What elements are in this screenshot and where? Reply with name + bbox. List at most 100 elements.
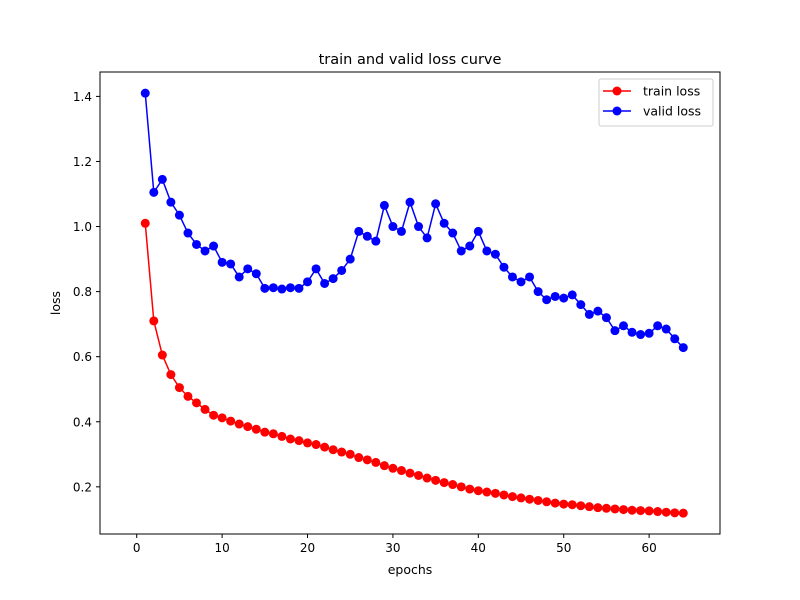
train-loss-point (371, 457, 381, 467)
train-loss-point (619, 505, 628, 515)
legend: train loss valid loss (598, 78, 714, 127)
train-loss-point (320, 442, 330, 452)
train-loss-point (243, 422, 253, 432)
valid-loss-point (593, 306, 603, 316)
valid-loss-point (542, 295, 552, 305)
valid-loss-point (482, 246, 492, 256)
y-tick-label: 0.6 (73, 350, 92, 364)
train-loss-point (601, 503, 611, 513)
train-loss-point (217, 413, 227, 423)
valid-loss-point (636, 330, 646, 340)
valid-loss-line (144, 93, 684, 349)
valid-loss-point (268, 283, 278, 293)
valid-loss-point (525, 272, 535, 282)
train-loss-point (379, 461, 389, 471)
train-loss-point (328, 445, 338, 455)
valid-loss-point (217, 257, 227, 267)
train-loss-point (234, 419, 244, 429)
y-tick-label: 1.2 (73, 155, 92, 169)
train-loss-point (670, 508, 680, 518)
valid-loss-point (533, 287, 543, 297)
train-loss-point (354, 453, 364, 463)
train-loss-point (525, 494, 535, 504)
valid-loss-point (285, 283, 295, 293)
legend-valid-marker (612, 106, 622, 116)
valid-loss-point (456, 246, 466, 256)
valid-loss-point (567, 290, 577, 300)
train-loss-point (226, 416, 236, 426)
train-loss-point (149, 316, 159, 326)
train-loss-point (294, 436, 304, 446)
valid-loss-point (584, 309, 594, 319)
train-loss-point (166, 370, 176, 380)
valid-loss-point (234, 272, 244, 282)
x-tick-label: 0 (133, 541, 141, 555)
train-loss-point (584, 502, 594, 512)
train-loss-point (439, 478, 449, 488)
train-loss-point (465, 484, 475, 494)
valid-loss-series (140, 88, 688, 353)
valid-loss-point (653, 321, 663, 331)
valid-loss-point (303, 277, 313, 287)
valid-loss-point (337, 265, 347, 275)
valid-loss-point (260, 283, 270, 293)
valid-loss-point (388, 222, 398, 232)
x-tick-label: 20 (300, 541, 315, 555)
valid-loss-point (354, 226, 364, 236)
train-loss-point (388, 463, 398, 473)
valid-loss-point (251, 269, 261, 279)
valid-loss-point (183, 228, 193, 238)
train-loss-point (209, 410, 219, 420)
train-loss-point (414, 470, 424, 480)
valid-loss-point (200, 246, 210, 256)
valid-loss-point (226, 259, 236, 269)
train-loss-point (405, 468, 415, 478)
train-loss-point (550, 498, 560, 508)
train-loss-point (490, 488, 500, 498)
train-loss-point (482, 487, 492, 497)
train-loss-point (636, 506, 646, 516)
valid-loss-point (431, 199, 441, 209)
train-loss-point (251, 424, 261, 434)
valid-loss-point (174, 210, 184, 220)
valid-loss-point (644, 328, 654, 338)
valid-loss-point (516, 277, 526, 287)
train-loss-point (362, 455, 372, 465)
train-loss-point (345, 449, 355, 459)
train-loss-point (277, 431, 287, 441)
valid-loss-point (610, 326, 620, 336)
train-loss-series (140, 218, 688, 518)
y-axis-label: loss (48, 291, 63, 315)
chart-title: train and valid loss curve (319, 52, 502, 68)
valid-loss-point (320, 278, 330, 288)
train-loss-point (507, 492, 517, 502)
train-loss-point (456, 482, 466, 492)
x-tick-label: 10 (214, 541, 229, 555)
train-loss-point (285, 434, 295, 444)
train-loss-point (311, 440, 321, 450)
train-loss-point (473, 486, 483, 496)
train-loss-point (559, 499, 569, 509)
train-loss-point (396, 466, 406, 476)
valid-loss-point (294, 283, 304, 293)
valid-loss-point (448, 228, 458, 238)
legend-train-marker (612, 86, 622, 96)
valid-loss-point (166, 197, 176, 207)
axes-frame (99, 71, 721, 535)
valid-loss-point (473, 226, 483, 236)
x-axis-ticks: 0 10 20 30 40 50 60 (133, 534, 657, 555)
valid-loss-point (499, 262, 509, 272)
x-tick-label: 60 (641, 541, 656, 555)
valid-loss-point (439, 218, 449, 228)
valid-loss-point (414, 222, 424, 232)
valid-loss-point (362, 231, 372, 241)
train-loss-point (661, 507, 671, 517)
y-tick-label: 0.8 (73, 285, 92, 299)
train-loss-point (653, 507, 663, 517)
y-tick-label: 1.4 (73, 90, 92, 104)
x-tick-label: 40 (471, 541, 486, 555)
y-tick-label: 1.0 (73, 220, 92, 234)
train-loss-point (448, 480, 458, 490)
train-loss-point (610, 504, 620, 514)
valid-loss-point (619, 321, 628, 331)
